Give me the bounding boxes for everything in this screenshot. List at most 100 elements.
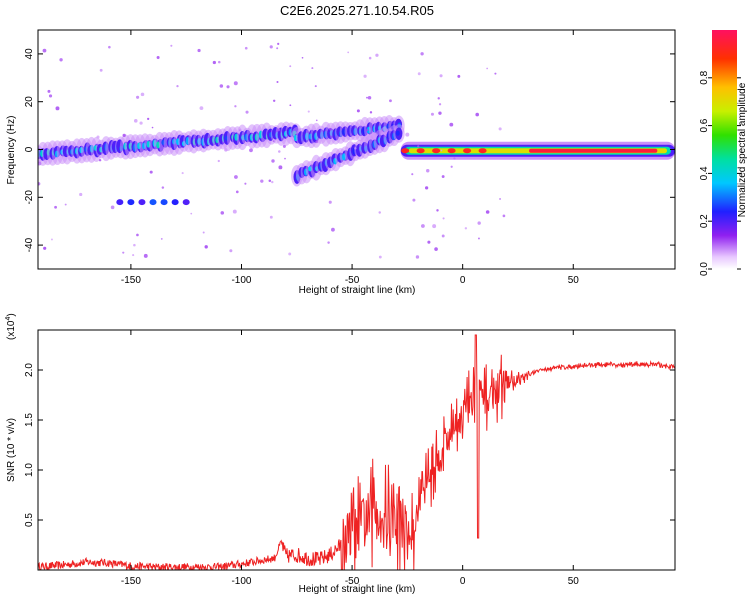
spectrogram-y-ticks: -40 -20 0 20 40 — [24, 48, 675, 252]
noise-speck — [328, 200, 332, 204]
noise-speck — [430, 112, 434, 116]
spectrogram-marks — [38, 42, 675, 259]
colorbar-tick-label: 0.2 — [699, 214, 710, 228]
colorbar-ticks: 0.0 0.2 0.4 0.6 0.8 — [699, 70, 741, 276]
noise-speck — [224, 148, 228, 152]
snr-y-tick-label: 0.5 — [24, 513, 35, 527]
colorbar-gradient — [712, 30, 737, 269]
noise-speck — [315, 140, 319, 144]
noise-speck — [272, 99, 276, 102]
noise-speck — [427, 240, 431, 244]
noise-speck — [132, 254, 135, 257]
noise-speck — [38, 182, 41, 186]
colorbar-tick-label: 0.6 — [699, 118, 710, 132]
noise-speck — [136, 233, 139, 237]
snr-x-tick-label: -100 — [231, 576, 251, 587]
colorbar: 0.0 0.2 0.4 0.6 0.8 Normalized spectral ampl… — [699, 30, 748, 276]
noise-speck — [438, 111, 442, 115]
noise-speck — [147, 117, 150, 120]
noise-speck — [464, 227, 468, 230]
noise-speck — [289, 104, 292, 107]
noise-speck — [234, 105, 237, 108]
spectrogram-x-tick-label: -50 — [345, 275, 360, 286]
noise-speck — [235, 190, 239, 194]
noise-speck — [457, 74, 461, 78]
noise-speck — [272, 140, 275, 143]
noise-speck — [277, 128, 280, 132]
stable-band-core — [529, 148, 658, 153]
snr-scale-end: ) — [6, 313, 17, 316]
noise-speck — [38, 161, 42, 166]
spectrogram-x-tick-label: -100 — [231, 275, 251, 286]
spectrogram-y-tick-label: -40 — [24, 237, 35, 252]
noise-speck — [190, 212, 193, 215]
noise-speck — [378, 211, 381, 214]
noise-speck — [478, 237, 480, 240]
spectrogram-y-tick-label: 40 — [24, 48, 35, 60]
noise-speck — [99, 68, 103, 72]
noise-speck — [133, 119, 138, 123]
noise-speck — [156, 56, 160, 60]
noise-speck — [249, 148, 253, 153]
noise-speck — [438, 103, 442, 106]
stable-band-peak — [432, 148, 441, 154]
noise-speck — [143, 253, 148, 258]
noise-speck — [485, 210, 490, 214]
chart-title: C2E6.2025.271.10.54.R05 — [280, 3, 434, 18]
noise-speck — [110, 205, 115, 210]
noise-speck — [315, 119, 318, 122]
noise-speck — [51, 238, 53, 241]
noise-speck — [378, 255, 382, 259]
spectrogram-x-tick-label: -150 — [121, 275, 141, 286]
noise-speck — [161, 186, 165, 189]
colorbar-tick-label: 0.4 — [699, 166, 710, 180]
snr-x-tick-label: -50 — [345, 576, 360, 587]
noise-speck — [98, 158, 102, 162]
noise-speck — [421, 224, 425, 228]
noise-speck — [436, 209, 439, 212]
noise-speck — [271, 180, 274, 184]
noise-speck — [59, 58, 63, 62]
snr-series-line — [38, 334, 675, 570]
noise-speck — [477, 221, 481, 225]
noise-speck — [244, 182, 247, 185]
noise-speck — [329, 128, 332, 131]
noise-speck — [449, 122, 454, 127]
noise-speck — [269, 215, 273, 219]
colorbar-tick-label: 0.8 — [699, 70, 710, 84]
noise-speck — [284, 157, 286, 160]
noise-speck — [212, 60, 216, 65]
noise-speck — [301, 56, 304, 59]
noise-speck — [450, 165, 453, 168]
noise-speck — [347, 51, 350, 54]
noise-speck — [226, 85, 230, 89]
noise-speck — [420, 52, 424, 56]
noise-speck — [327, 241, 330, 244]
noise-speck — [218, 60, 221, 64]
noise-speck — [64, 203, 67, 206]
colorbar-tick-label: 0.0 — [699, 262, 710, 276]
noise-speck — [140, 92, 145, 97]
noise-speck — [160, 237, 163, 240]
noise-speck — [268, 179, 272, 182]
noise-speck — [417, 145, 420, 148]
snr-x-label: Height of straight line (km) — [299, 584, 416, 595]
snr-y-tick-label: 1.0 — [24, 463, 35, 477]
snr-y-label: SNR (10 * v/v) — [6, 418, 17, 482]
noise-speck — [440, 149, 443, 152]
noise-speck — [502, 214, 506, 218]
noise-speck — [417, 72, 421, 76]
noise-speck — [199, 106, 204, 111]
spurious-mark — [149, 199, 157, 206]
noise-speck — [389, 99, 392, 103]
noise-speck — [219, 84, 224, 88]
noise-speck — [151, 126, 154, 129]
noise-speck — [276, 47, 279, 50]
noise-speck — [369, 111, 373, 114]
noise-speck — [133, 243, 136, 247]
snr-y-tick-label: 1.5 — [24, 413, 35, 427]
noise-speck — [136, 95, 140, 99]
noise-speck — [439, 74, 443, 78]
noise-speck — [239, 129, 241, 131]
noise-speck — [314, 85, 317, 88]
